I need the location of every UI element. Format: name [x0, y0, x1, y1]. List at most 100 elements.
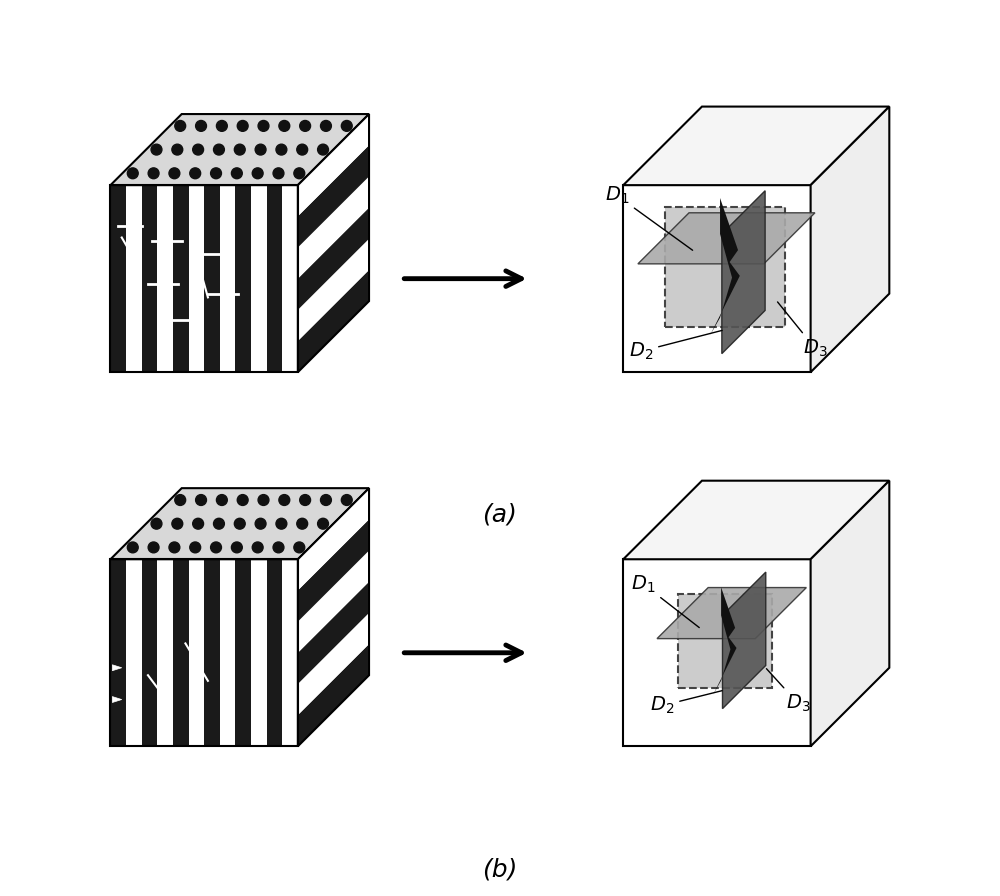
Circle shape — [151, 144, 162, 155]
Text: $D_3$: $D_3$ — [778, 302, 827, 359]
Circle shape — [127, 168, 138, 178]
Polygon shape — [110, 114, 369, 185]
Polygon shape — [157, 559, 173, 746]
Polygon shape — [623, 559, 811, 746]
Polygon shape — [623, 185, 811, 372]
Polygon shape — [665, 207, 785, 327]
Polygon shape — [298, 145, 369, 247]
Polygon shape — [298, 238, 369, 341]
Text: $D_1$: $D_1$ — [631, 573, 699, 627]
Polygon shape — [189, 559, 204, 746]
Circle shape — [318, 144, 328, 155]
Circle shape — [175, 120, 186, 132]
Circle shape — [255, 144, 266, 155]
Polygon shape — [722, 572, 766, 709]
Circle shape — [196, 495, 206, 505]
Polygon shape — [713, 587, 737, 694]
Circle shape — [234, 518, 245, 530]
Polygon shape — [126, 185, 142, 372]
Circle shape — [169, 168, 180, 178]
Polygon shape — [110, 559, 126, 746]
Polygon shape — [298, 208, 369, 310]
Polygon shape — [282, 559, 298, 746]
Polygon shape — [678, 594, 772, 687]
Text: $D_2$: $D_2$ — [629, 331, 722, 362]
Circle shape — [297, 144, 308, 155]
Polygon shape — [220, 559, 235, 746]
Circle shape — [252, 168, 263, 178]
Text: $D_3$: $D_3$ — [766, 668, 810, 714]
Polygon shape — [267, 559, 282, 746]
Circle shape — [214, 518, 224, 530]
Polygon shape — [298, 550, 369, 653]
Circle shape — [190, 542, 201, 553]
Polygon shape — [623, 480, 889, 559]
Circle shape — [258, 495, 269, 505]
Text: (b): (b) — [482, 857, 518, 882]
Text: (a): (a) — [483, 503, 517, 527]
Circle shape — [255, 518, 266, 530]
Polygon shape — [722, 191, 765, 354]
Circle shape — [231, 542, 242, 553]
Text: $D_1$: $D_1$ — [605, 185, 693, 250]
Polygon shape — [112, 665, 122, 671]
Polygon shape — [298, 114, 369, 216]
Circle shape — [151, 518, 162, 530]
Polygon shape — [173, 559, 189, 746]
Circle shape — [341, 495, 352, 505]
Circle shape — [297, 518, 308, 530]
Polygon shape — [126, 559, 142, 746]
Polygon shape — [235, 559, 251, 746]
Circle shape — [211, 168, 221, 178]
Circle shape — [318, 518, 328, 530]
Circle shape — [341, 120, 352, 132]
Polygon shape — [204, 559, 220, 746]
Polygon shape — [142, 559, 157, 746]
Circle shape — [172, 518, 183, 530]
Circle shape — [273, 168, 284, 178]
Circle shape — [193, 518, 204, 530]
Circle shape — [193, 144, 204, 155]
Polygon shape — [298, 520, 369, 622]
Polygon shape — [298, 582, 369, 684]
Circle shape — [294, 542, 305, 553]
Polygon shape — [220, 185, 235, 372]
Circle shape — [211, 542, 221, 553]
Polygon shape — [267, 185, 282, 372]
Circle shape — [234, 144, 245, 155]
Circle shape — [300, 495, 311, 505]
Polygon shape — [204, 185, 220, 372]
Circle shape — [127, 542, 138, 553]
Polygon shape — [157, 185, 173, 372]
Polygon shape — [173, 185, 189, 372]
Circle shape — [273, 542, 284, 553]
Circle shape — [321, 120, 331, 132]
Polygon shape — [298, 177, 369, 279]
Circle shape — [258, 120, 269, 132]
Polygon shape — [811, 107, 889, 372]
Polygon shape — [710, 198, 740, 336]
Polygon shape — [298, 613, 369, 715]
Polygon shape — [189, 185, 204, 372]
Circle shape — [321, 495, 331, 505]
Polygon shape — [623, 107, 889, 185]
Polygon shape — [110, 488, 369, 559]
Circle shape — [175, 495, 186, 505]
Polygon shape — [251, 185, 267, 372]
Circle shape — [237, 120, 248, 132]
Polygon shape — [657, 588, 806, 639]
Text: $D_2$: $D_2$ — [650, 691, 722, 716]
Circle shape — [294, 168, 305, 178]
Circle shape — [300, 120, 311, 132]
Circle shape — [216, 495, 227, 505]
Polygon shape — [298, 488, 369, 590]
Circle shape — [148, 168, 159, 178]
Circle shape — [169, 542, 180, 553]
Circle shape — [231, 168, 242, 178]
Polygon shape — [282, 185, 298, 372]
Polygon shape — [638, 212, 815, 263]
Circle shape — [196, 120, 206, 132]
Circle shape — [279, 495, 290, 505]
Circle shape — [190, 168, 201, 178]
Polygon shape — [235, 185, 251, 372]
